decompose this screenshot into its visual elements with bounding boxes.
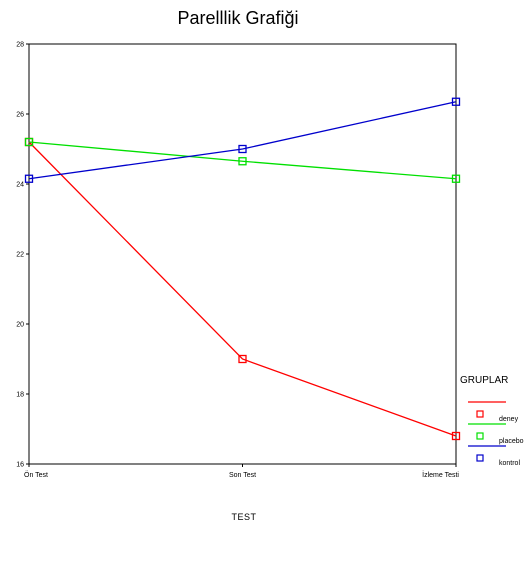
legend-marker-placebo (476, 432, 484, 440)
series-line-placebo (28, 141, 457, 180)
x-tick-label: Ön Test (24, 471, 48, 479)
data-point-deney (238, 354, 247, 364)
x-axis: Ön Test Son Test İzleme Testi (24, 464, 459, 479)
x-axis-label: TEST (231, 512, 256, 522)
y-tick-label: 26 (16, 112, 24, 119)
y-tick-label: 24 (16, 182, 24, 189)
y-tick-label: 16 (16, 462, 24, 469)
legend-marker-deney (476, 410, 484, 418)
series-line-deney (28, 141, 457, 437)
legend-label-placebo: placebo (499, 438, 524, 445)
data-point-kontrol (24, 174, 34, 183)
legend-label-deney: deney (499, 416, 519, 423)
data-point-placebo (24, 137, 34, 147)
legend-label-kontrol: kontrol (499, 460, 520, 467)
series-lines (28, 101, 457, 437)
series-line-kontrol (28, 101, 457, 180)
data-point-kontrol (238, 144, 247, 154)
data-point-placebo (451, 174, 461, 183)
y-tick-label: 28 (16, 42, 24, 49)
data-point-deney (451, 431, 461, 441)
y-axis: 16 18 20 22 24 26 28 (16, 42, 29, 469)
series-markers (24, 97, 461, 441)
chart-title: Parelllik Grafiği (177, 8, 298, 28)
y-tick-label: 22 (16, 252, 24, 259)
legend-title: GRUPLAR (460, 375, 508, 386)
data-point-kontrol (451, 97, 461, 106)
data-point-placebo (238, 157, 247, 166)
legend-marker-kontrol (476, 454, 484, 462)
plot-frame (28, 43, 457, 465)
x-tick-label: Son Test (229, 472, 256, 479)
y-tick-label: 20 (16, 322, 24, 329)
y-tick-label: 18 (16, 392, 24, 399)
legend: GRUPLAR deney placebo kontrol (460, 375, 524, 467)
x-tick-label: İzleme Testi (422, 470, 459, 479)
